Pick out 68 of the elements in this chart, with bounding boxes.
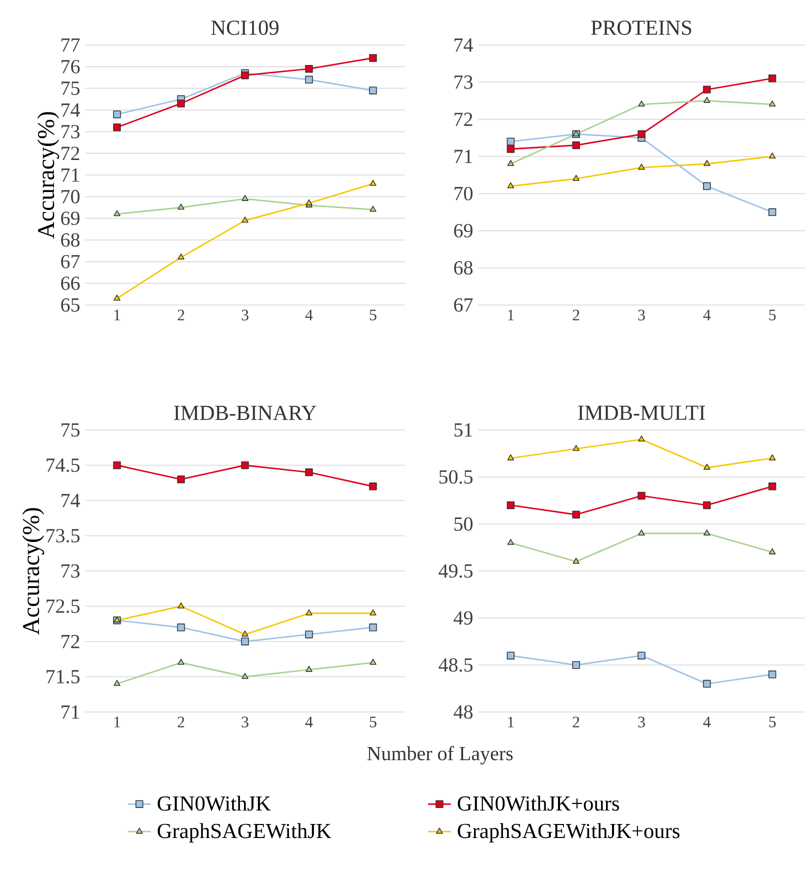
y-tick-label: 48	[454, 705, 473, 719]
y-tick-label: 76	[62, 60, 80, 74]
y-tick-label: 73.5	[46, 528, 80, 543]
legend-label: GIN0WithJK+ours	[458, 796, 620, 811]
y-tick-label: 75	[62, 423, 80, 437]
y-tick-label: 72	[454, 112, 472, 126]
y-tick-label: 75	[62, 82, 80, 95]
x-tick-label: 1	[114, 716, 120, 728]
x-tick-label: 3	[638, 310, 645, 320]
x-tick-label: 3	[242, 310, 248, 320]
y-tick-label: 49.5	[438, 564, 473, 578]
y-tick-label: 72	[62, 634, 80, 648]
y-tick-label: 74.5	[46, 458, 80, 472]
y-tick-label: 50	[454, 517, 473, 531]
x-tick-label: 1	[508, 716, 514, 728]
y-tick-label: 71.5	[46, 670, 80, 684]
y-tick-label: 67	[454, 298, 473, 312]
y-tick-label: 51	[454, 423, 472, 437]
x-tick-label: 2	[572, 310, 580, 320]
chart-title: IMDB-MULTI	[578, 406, 705, 420]
y-tick-label: 74	[62, 494, 80, 508]
legend-label: GraphSAGEWithJK	[158, 823, 332, 843]
y-tick-label: 71	[62, 168, 80, 182]
y-tick-label: 49	[454, 611, 472, 625]
chart-title: PROTEINS	[591, 20, 692, 35]
y-tick-label: 72	[62, 146, 80, 160]
y-tick-label: 74	[454, 38, 473, 52]
x-tick-label: 5	[370, 716, 376, 728]
y-tick-label: 67	[61, 254, 80, 268]
x-tick-label: 4	[703, 716, 711, 728]
y-tick-label: 73	[62, 124, 80, 138]
y-tick-label: 66	[61, 276, 80, 290]
x-tick-label: 2	[572, 716, 580, 728]
y-tick-label: 71	[62, 705, 80, 719]
y-tick-label: 73	[62, 564, 80, 578]
x-tick-label: 5	[769, 310, 776, 320]
x-tick-label: 4	[305, 310, 313, 320]
x-tick-label: 4	[703, 310, 711, 320]
chart-title: IMDB-BINARY	[174, 406, 316, 420]
x-tick-label: 5	[370, 310, 376, 320]
y-tick-label: 69	[61, 212, 80, 226]
y-axis-title: Accuracy(%)	[37, 112, 60, 239]
x-tick-label: 3	[242, 716, 248, 728]
x-tick-label: 4	[305, 716, 313, 728]
x-tick-label: 1	[114, 310, 120, 320]
y-tick-label: 65	[61, 298, 80, 312]
y-tick-label: 68	[61, 233, 80, 247]
y-tick-label: 77	[62, 38, 80, 52]
x-axis-title: Number of Layers	[367, 746, 513, 764]
x-tick-label: 5	[769, 716, 776, 728]
x-tick-label: 2	[178, 716, 184, 728]
y-tick-label: 70	[62, 190, 80, 204]
x-tick-label: 1	[508, 310, 514, 320]
y-tick-label: 74	[62, 103, 80, 117]
y-axis-title: Accuracy(%)	[22, 508, 44, 635]
y-tick-label: 50.5	[439, 470, 473, 484]
y-tick-label: 68	[454, 261, 473, 275]
y-tick-label: 71	[454, 150, 472, 164]
x-tick-label: 3	[638, 716, 645, 728]
legend-label: GIN0WithJK	[158, 796, 271, 811]
y-tick-label: 73	[454, 75, 473, 89]
y-tick-label: 72.5	[46, 599, 80, 614]
chart-title: NCI109	[211, 20, 278, 35]
x-tick-label: 2	[178, 310, 184, 320]
y-tick-label: 70	[454, 186, 473, 200]
y-tick-label: 48.5	[438, 658, 473, 672]
y-tick-label: 69	[454, 224, 472, 238]
legend-label: GraphSAGEWithJK+ours	[458, 823, 680, 843]
